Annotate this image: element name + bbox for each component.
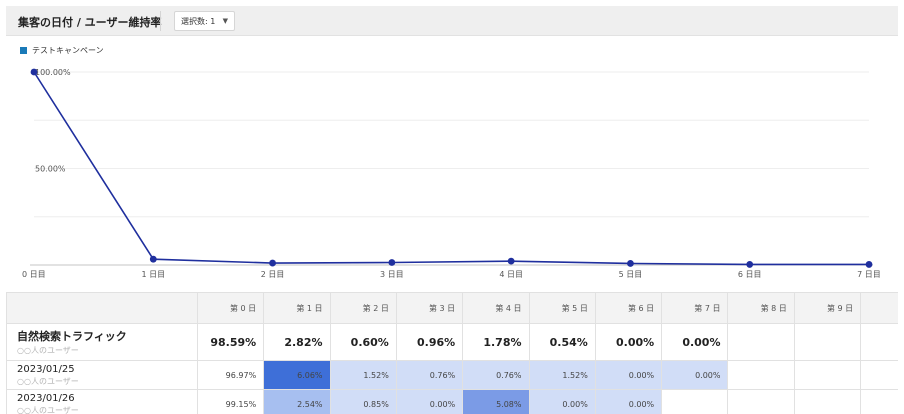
retention-cell: [860, 360, 898, 390]
retention-cell[interactable]: 5.08%: [462, 389, 530, 414]
retention-cell: 98.59%: [196, 323, 265, 361]
selection-count-dropdown[interactable]: 選択数: 1 ▼: [174, 11, 235, 31]
data-point[interactable]: [507, 257, 515, 265]
retention-cell[interactable]: 0.00%: [528, 389, 596, 414]
chart-plot: 100.00% 50.00% 0 日目 1 日目 2 日目 3 日目 4 日目 5 日目 6 日…: [22, 68, 881, 279]
data-point[interactable]: [865, 261, 873, 268]
retention-cell[interactable]: 96.97%: [196, 360, 265, 390]
series-line: [33, 71, 869, 266]
retention-cell: 0.96%: [395, 323, 464, 361]
retention-cell[interactable]: 0.00%: [661, 360, 729, 390]
selection-count-label: 選択数: 1: [181, 17, 216, 26]
retention-line-chart: テストキャンペーン 100.00% 50.00% 0 日目 1 日目 2 日目 3 日目 4…: [6, 36, 898, 286]
x-tick-label: 1 日目: [141, 270, 165, 279]
table-header-row: 第 0 日第 1 日第 2 日第 3 日第 4 日第 5 日第 6 日第 7 日…: [6, 292, 898, 324]
x-tick-label: 4 日目: [499, 270, 523, 279]
retention-cell: 0.60%: [329, 323, 397, 361]
data-point[interactable]: [269, 259, 276, 267]
user-count: ○○人のユーザー: [17, 346, 79, 355]
x-tick-label: 2 日目: [261, 270, 285, 279]
data-point[interactable]: [149, 255, 157, 263]
header-divider: [160, 11, 161, 31]
segment-name: 自然検索トラフィック: [17, 330, 127, 343]
chart-legend[interactable]: テストキャンペーン: [20, 45, 104, 56]
retention-cell: [661, 389, 729, 414]
x-tick-label: 7 日目: [857, 270, 881, 279]
x-tick-label: 5 日目: [619, 270, 643, 279]
retention-cell: [793, 389, 862, 414]
column-header-day: 第 9 日: [793, 292, 862, 324]
retention-cell: [860, 323, 898, 361]
table-row-total: 自然検索トラフィック ○○人のユーザー 98.59% 2.82% 0.60% 0.96% 1…: [6, 323, 898, 361]
column-header-day: 第 8 日: [727, 292, 795, 324]
legend-label: テストキャンペーン: [32, 46, 104, 55]
retention-cell[interactable]: 99.15%: [196, 389, 265, 414]
retention-cell: 0.00%: [594, 323, 663, 361]
retention-cell: [727, 389, 795, 414]
cohort-cell: 2023/01/25 ○○人のユーザー: [6, 360, 198, 390]
retention-cell[interactable]: 0.00%: [594, 360, 663, 390]
data-point[interactable]: [388, 259, 396, 266]
retention-cell[interactable]: 0.76%: [462, 360, 530, 390]
column-header-day: 第 10 日: [860, 292, 898, 324]
retention-cell[interactable]: 1.52%: [329, 360, 397, 390]
retention-cell[interactable]: 0.76%: [395, 360, 464, 390]
cohort-date: 2023/01/26: [17, 392, 75, 404]
segment-cell: 自然検索トラフィック ○○人のユーザー: [6, 323, 198, 361]
table-row: 2023/01/25 ○○人のユーザー 96.97% 6.06% 1.52% 0.76% 0…: [6, 360, 898, 390]
y-tick-label: 50.00%: [35, 165, 66, 174]
data-point[interactable]: [627, 260, 634, 267]
report-header: 集客の日付 / ユーザー維持率 選択数: 1 ▼: [6, 6, 898, 36]
retention-cell: [860, 389, 898, 414]
x-tick-label: 6 日目: [738, 270, 762, 279]
x-tick-label: 3 日目: [380, 270, 404, 279]
chevron-down-icon: ▼: [222, 17, 228, 25]
retention-cell[interactable]: 2.54%: [263, 389, 331, 414]
x-tick-label: 0 日目: [22, 270, 46, 279]
user-count: ○○人のユーザー: [17, 376, 79, 386]
retention-cell[interactable]: 0.85%: [329, 389, 397, 414]
retention-cell: 2.82%: [263, 323, 331, 361]
report-title: 集客の日付 / ユーザー維持率: [18, 16, 162, 29]
retention-cell: 0.54%: [528, 323, 596, 361]
retention-cell[interactable]: 0.00%: [594, 389, 663, 414]
retention-cell: [793, 323, 862, 361]
data-point[interactable]: [30, 68, 38, 76]
column-header-day: 第 3 日: [395, 292, 464, 324]
retention-cell[interactable]: 6.06%: [263, 360, 331, 390]
retention-cell[interactable]: 0.00%: [395, 389, 464, 414]
column-header-day: 第 7 日: [661, 292, 729, 324]
retention-cell: [727, 360, 795, 390]
retention-cell: [793, 360, 862, 390]
cohort-cell: 2023/01/26 ○○人のユーザー: [6, 389, 198, 414]
cohort-table: 第 0 日第 1 日第 2 日第 3 日第 4 日第 5 日第 6 日第 7 日…: [6, 292, 898, 414]
retention-cell: 0.00%: [661, 323, 729, 361]
column-header-day: 第 6 日: [594, 292, 663, 324]
column-header-day: 第 0 日: [196, 292, 265, 324]
table-row: 2023/01/26 ○○人のユーザー 99.15% 2.54% 0.85% 0.00% 5…: [6, 389, 898, 414]
column-header-blank: [6, 292, 198, 324]
cohort-date: 2023/01/25: [17, 363, 75, 375]
column-header-day: 第 4 日: [462, 292, 530, 324]
retention-cell: [727, 323, 795, 361]
legend-swatch: [20, 47, 27, 54]
retention-cell: 1.78%: [462, 323, 530, 361]
column-header-day: 第 2 日: [329, 292, 397, 324]
retention-cell[interactable]: 1.52%: [528, 360, 596, 390]
user-count: ○○人のユーザー: [17, 405, 79, 414]
column-header-day: 第 1 日: [263, 292, 331, 324]
data-point[interactable]: [746, 261, 754, 268]
column-header-day: 第 5 日: [528, 292, 596, 324]
y-tick-label: 100.00%: [35, 68, 71, 77]
